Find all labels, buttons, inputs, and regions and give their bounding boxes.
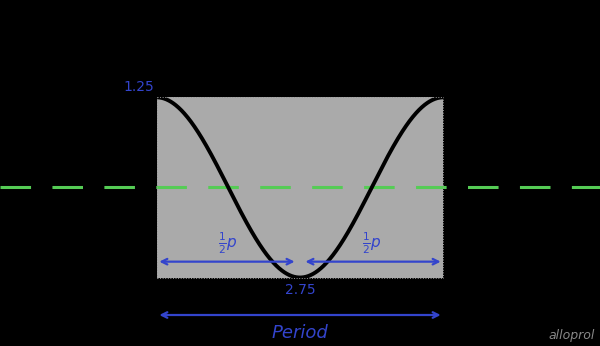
Text: alloprol: alloprol xyxy=(548,329,595,343)
Text: Period: Period xyxy=(272,324,328,342)
Text: $\frac{1}{2}p$: $\frac{1}{2}p$ xyxy=(362,230,382,256)
Bar xyxy=(157,97,443,277)
Text: 1.25: 1.25 xyxy=(123,80,154,94)
Text: $\frac{1}{2}p$: $\frac{1}{2}p$ xyxy=(218,230,238,256)
Text: 2.75: 2.75 xyxy=(284,283,316,297)
